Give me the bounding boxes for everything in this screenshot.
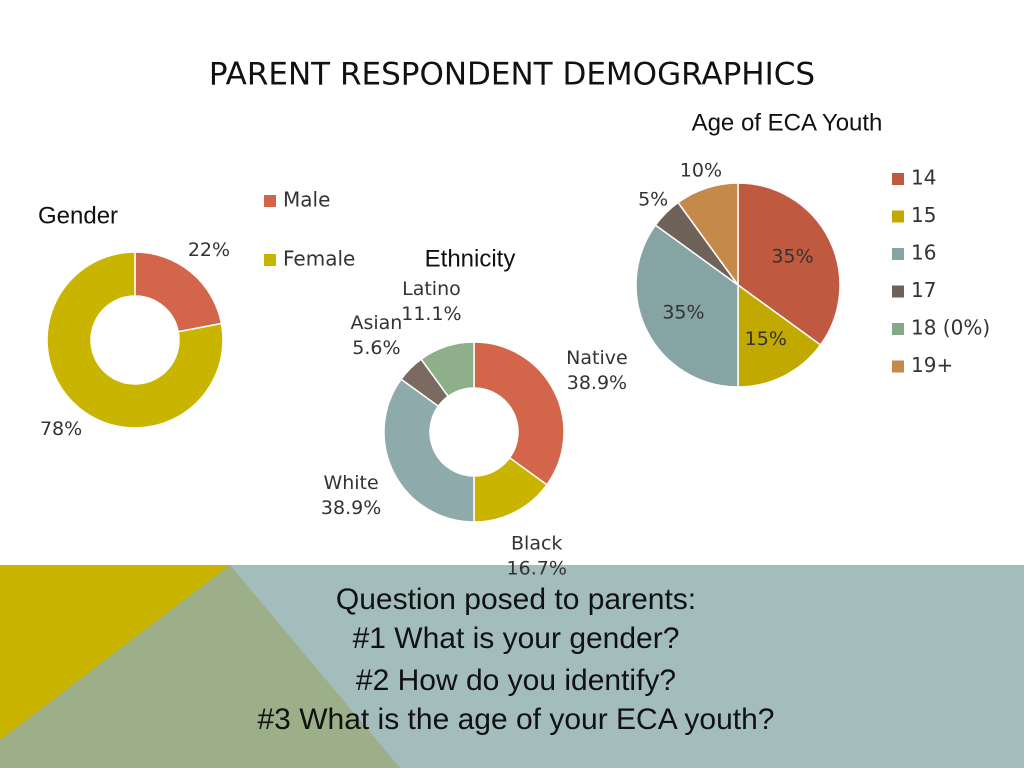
question-line: #3 What is the age of your ECA youth?: [258, 703, 775, 736]
chart-title: Age of ECA Youth: [692, 109, 883, 136]
chart-title: Ethnicity: [425, 245, 516, 272]
legend-label: Female: [283, 247, 355, 271]
category-label: White: [323, 472, 378, 494]
footer-yellow: [0, 565, 230, 740]
legend-swatch: [892, 323, 904, 335]
legend-swatch: [892, 285, 904, 298]
question-line: #1 What is your gender?: [353, 622, 680, 655]
value-label: 11.1%: [401, 303, 461, 325]
slice: [737, 182, 841, 347]
value-label: 5%: [638, 189, 668, 211]
slice: [134, 251, 223, 333]
legend-swatch: [892, 248, 904, 260]
legend-label: 17: [911, 278, 936, 302]
chart-title: Gender: [38, 202, 118, 229]
value-label: 5.6%: [352, 337, 400, 359]
legend-swatch: [264, 195, 276, 207]
slice: [676, 182, 739, 288]
value-label: 15%: [745, 328, 787, 350]
legend-swatch: [264, 254, 276, 266]
value-label: 38.9%: [321, 497, 381, 519]
legend-swatch: [892, 360, 904, 373]
category-label: Native: [566, 347, 628, 369]
legend-label: Male: [283, 188, 330, 212]
slice: [383, 378, 475, 523]
slice: [635, 223, 739, 388]
value-label: 22%: [188, 239, 230, 261]
legend-swatch: [892, 173, 904, 185]
value-label: 16.7%: [507, 557, 567, 579]
question-line: #2 How do you identify?: [356, 664, 676, 697]
slice: [473, 341, 565, 486]
value-label: 10%: [680, 159, 722, 181]
category-label: Black: [511, 532, 562, 554]
legend-swatch: [892, 210, 904, 223]
value-label: 35%: [771, 246, 813, 268]
value-label: 38.9%: [567, 372, 627, 394]
category-label: Latino: [402, 278, 461, 300]
value-label: 78%: [40, 418, 82, 440]
category-label: Asian: [350, 312, 402, 334]
legend-label: 19+: [911, 353, 953, 377]
legend-label: 15: [911, 203, 936, 227]
value-label: 35%: [662, 301, 704, 323]
legend-label: 18 (0%): [911, 316, 990, 340]
slide-title: PARENT RESPONDENT DEMOGRAPHICS: [209, 57, 815, 93]
question-line: Question posed to parents:: [336, 583, 696, 616]
legend-label: 14: [911, 166, 936, 190]
slice: [420, 341, 475, 398]
slice: [46, 251, 224, 429]
legend-label: 16: [911, 241, 936, 265]
slice: [737, 283, 822, 388]
